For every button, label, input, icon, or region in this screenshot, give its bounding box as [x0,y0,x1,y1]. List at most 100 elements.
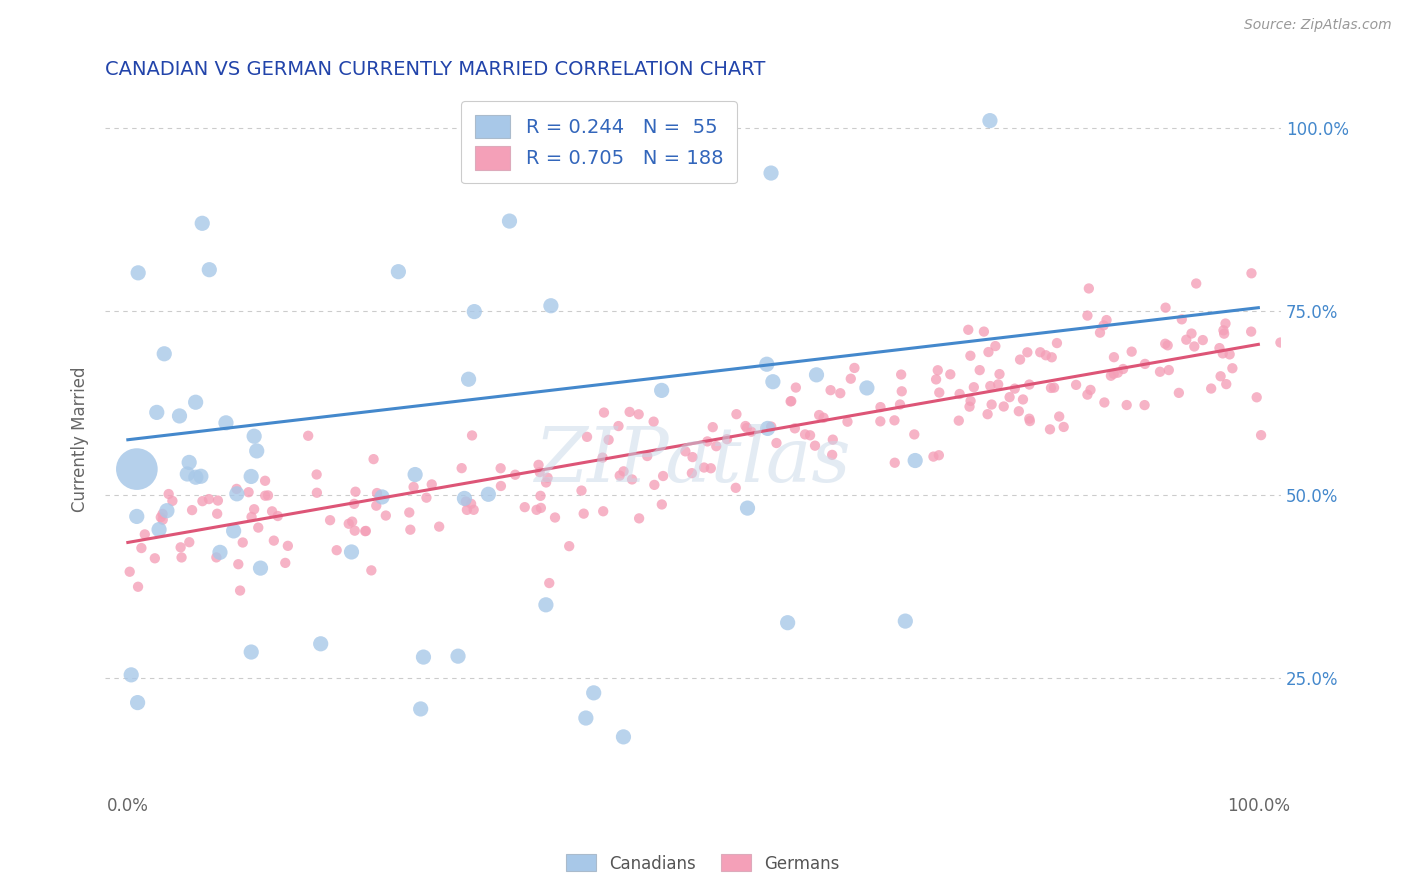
Point [1191,333,1213,347]
Point [305,485,328,500]
Point [254,489,277,503]
Point [1185,277,1208,291]
Point [243,429,266,443]
Point [1035,348,1057,362]
Point [374,508,396,523]
Point [740,425,762,439]
Point [700,461,723,475]
Point [354,524,377,538]
Point [1180,326,1202,341]
Point [225,482,247,496]
Point [325,543,347,558]
Point [454,494,477,508]
Point [737,501,759,516]
Point [450,461,472,475]
Point [1102,367,1125,381]
Point [340,515,363,529]
Point [959,393,981,408]
Point [412,650,434,665]
Point [1175,333,1198,347]
Point [498,214,520,228]
Point [794,427,817,442]
Point [118,565,141,579]
Point [1240,325,1263,339]
Point [127,580,149,594]
Y-axis label: Currently Married: Currently Married [72,367,89,513]
Point [799,428,821,442]
Point [804,439,827,453]
Legend: Canadians, Germans: Canadians, Germans [560,847,846,880]
Point [1040,381,1063,395]
Point [998,390,1021,404]
Point [131,541,153,555]
Point [1215,317,1237,331]
Point [979,113,1001,128]
Point [1088,326,1111,340]
Point [1046,336,1069,351]
Point [503,467,526,482]
Point [582,686,605,700]
Point [575,711,598,725]
Point [461,428,484,442]
Point [783,421,806,435]
Point [170,550,193,565]
Text: CANADIAN VS GERMAN CURRENTLY MARRIED CORRELATION CHART: CANADIAN VS GERMAN CURRENTLY MARRIED COR… [105,60,766,78]
Point [1246,390,1268,404]
Point [238,485,260,500]
Point [725,407,748,421]
Point [1047,409,1070,424]
Point [340,545,363,559]
Point [125,509,148,524]
Point [427,519,450,533]
Point [1171,312,1194,326]
Point [134,527,156,541]
Point [262,504,284,518]
Point [534,475,557,490]
Point [1222,361,1244,376]
Point [1121,344,1143,359]
Point [593,406,616,420]
Point [226,558,249,572]
Point [399,523,422,537]
Point [127,696,149,710]
Point [1012,392,1035,407]
Point [152,507,174,521]
Point [925,372,948,386]
Point [652,469,675,483]
Point [1167,385,1189,400]
Point [360,563,382,577]
Point [1064,377,1087,392]
Point [959,349,981,363]
Point [402,480,425,494]
Point [176,467,198,481]
Point [267,508,290,523]
Point [628,511,651,525]
Point [513,500,536,515]
Point [755,357,778,371]
Point [987,377,1010,392]
Point [229,583,252,598]
Point [636,449,658,463]
Point [420,477,443,491]
Point [208,545,231,559]
Point [558,539,581,553]
Point [205,507,228,521]
Point [529,489,551,503]
Point [540,299,562,313]
Point [762,375,785,389]
Point [1133,398,1156,412]
Point [856,381,879,395]
Point [607,419,630,434]
Point [894,614,917,628]
Point [681,466,703,480]
Point [724,481,747,495]
Point [643,415,665,429]
Point [1040,351,1063,365]
Point [976,407,998,421]
Point [609,468,631,483]
Point [190,469,212,483]
Point [993,400,1015,414]
Point [869,400,891,414]
Point [844,360,866,375]
Point [619,405,641,419]
